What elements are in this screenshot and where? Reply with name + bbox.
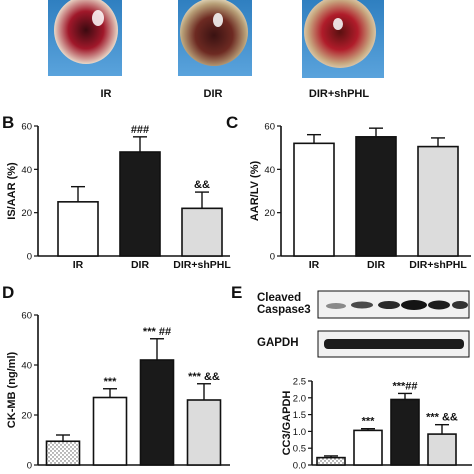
heart-photo-ir [48,0,122,76]
bar [417,145,459,257]
heart-photo-dir [178,0,252,76]
y-tick-label: 0 [27,461,32,472]
y-tick-label: 2.0 [293,393,306,404]
bar [92,396,128,466]
x-tick-label: DIR [131,259,150,271]
western-blot [317,290,470,358]
y-tick-label: 1.5 [293,410,306,421]
y-tick-label: 60 [264,122,275,133]
x-tick-label: DIR+shPHL [173,259,231,271]
bar [293,142,335,257]
y-axis-label: CK-MB (ng/ml) [6,351,18,428]
y-axis-label: CC3/GAPDH [281,391,293,456]
y-tick-label: 2.5 [293,377,306,388]
blot-bands-gapdh [324,339,464,349]
significance-label: *** [362,416,376,428]
panel-letter: D [2,283,14,302]
photo-label-dir-shphl: DIR+shPHL [308,88,370,100]
bar [119,151,161,257]
panel-letter: E [231,283,242,302]
y-axis-label: IS/AAR (%) [6,162,18,220]
blot-bands-cc3 [326,300,468,310]
bar [57,201,99,257]
y-tick-label: 0 [27,252,32,263]
x-tick-label: IR [73,259,84,271]
panel-letter: C [226,113,238,132]
bar [355,136,397,257]
panel-d-chart: D 0 20 40 60 CK-MB (ng/ml) *** *** ## *** && [2,283,230,472]
significance-label: ***## [392,380,417,392]
significance-label: && [194,179,210,191]
blot-label-gapdh: GAPDH [257,337,299,349]
y-tick-label: 0.0 [293,461,306,472]
x-tick-label: DIR+shPHL [409,259,467,271]
y-tick-label: 40 [264,165,275,176]
bar [186,399,222,466]
y-tick-label: 40 [21,165,32,176]
significance-label: *** [104,376,118,388]
panel-c-chart: C 0 20 40 60 AAR/LV (%) IR DIR DIR+shPHL [226,113,471,271]
significance-label: *** && [188,371,220,383]
significance-label: *** && [426,412,458,424]
y-tick-label: 20 [21,208,32,219]
photo-label-dir: DIR [203,88,223,100]
panel-b-chart: B 0 20 40 60 IS/AAR (%) IR ### DIR && DIR+shPHL [2,113,231,271]
heart-photo-dir-shphl [302,0,384,78]
y-tick-label: 0 [270,252,275,263]
y-axis-label: AAR/LV (%) [249,161,261,222]
bar [181,207,223,257]
x-tick-label: DIR [367,259,386,271]
y-tick-label: 60 [21,311,32,322]
y-tick-label: 20 [264,208,275,219]
significance-label: *** ## [143,326,171,338]
y-tick-label: 60 [21,122,32,133]
y-tick-label: 40 [21,361,32,372]
panel-letter: B [2,113,14,132]
blot-label-cleaved-caspase3: Cleaved Caspase3 [257,292,311,316]
bar [45,440,81,466]
x-tick-label: IR [309,259,320,271]
bar [353,429,383,466]
bar [139,359,175,466]
bar [390,398,420,466]
y-tick-label: 1.0 [293,427,306,438]
y-tick-label: 0.5 [293,444,306,455]
bar [427,433,457,466]
significance-label: ### [131,124,149,136]
heart-photos [48,0,384,78]
bar [316,456,346,466]
y-tick-label: 20 [21,411,32,422]
photo-label-ir: IR [100,88,112,100]
